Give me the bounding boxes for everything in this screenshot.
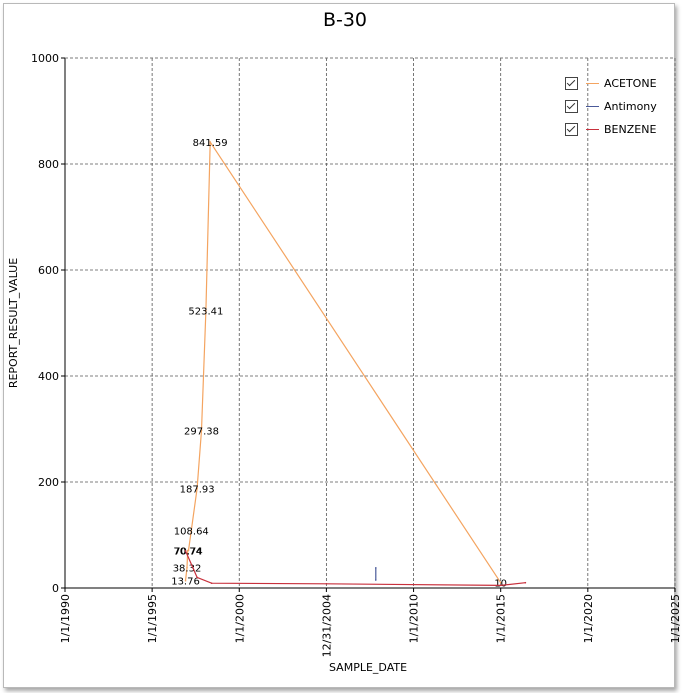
chart-title: B-30: [322, 9, 368, 31]
series-line-benzene: [184, 550, 526, 587]
data-point-acetone: [187, 549, 190, 552]
x-tick-label: 1/1/2020: [582, 594, 595, 643]
x-axis-label: SAMPLE_DATE: [329, 661, 408, 674]
data-point-benzene: [196, 576, 198, 579]
x-tick-label: 1/1/2000: [233, 594, 246, 643]
x-tick-label: 1/1/1990: [59, 594, 72, 643]
y-tick-label: 0: [52, 582, 59, 595]
data-label-acetone: 841.59: [193, 138, 228, 149]
checkbox-checked-icon[interactable]: [565, 123, 578, 136]
chart-frame: [3, 3, 675, 688]
data-label-acetone: 38.32: [173, 564, 202, 575]
data-point-acetone: [205, 309, 207, 312]
legend-label: BENZENE: [604, 123, 657, 136]
data-label-acetone: 187.93: [180, 484, 215, 495]
legend-label: Antimony: [604, 100, 657, 113]
legend-item-antimony[interactable]: Antimony: [565, 95, 657, 118]
data-point-antimony: [375, 567, 377, 569]
data-label-acetone: 523.41: [188, 307, 223, 318]
y-tick-label: 600: [38, 264, 59, 277]
data-label-acetone: 70.74: [173, 547, 202, 558]
legend-item-benzene[interactable]: BENZENE: [565, 118, 657, 141]
data-label-acetone: 13.76: [171, 577, 200, 588]
legend-swatch-antimony: [586, 106, 599, 107]
data-point-benzene: [524, 581, 527, 584]
x-tick-label: 1/1/2025: [669, 594, 682, 643]
data-point-benzene: [499, 584, 502, 587]
data-point-acetone: [499, 581, 502, 584]
legend-swatch-benzene: [586, 129, 599, 130]
x-tick-label: 12/31/2004: [320, 594, 333, 657]
data-label-acetone: 10: [494, 579, 507, 590]
data-point-acetone: [209, 141, 211, 143]
x-tick-label: 1/1/2015: [495, 594, 508, 643]
data-label-acetone: 108.64: [174, 526, 209, 537]
data-point-antimony: [374, 579, 377, 581]
data-point-benzene: [210, 582, 213, 585]
y-tick-label: 200: [38, 476, 59, 489]
data-point-acetone: [184, 579, 187, 582]
legend-label: ACETONE: [604, 77, 657, 90]
legend: ACETONE Antimony BENZENE: [565, 72, 657, 141]
checkbox-checked-icon[interactable]: [565, 100, 578, 113]
data-point-acetone: [186, 566, 188, 569]
y-tick-label: 1000: [31, 52, 59, 65]
data-point-acetone: [196, 487, 198, 490]
data-point-acetone: [190, 529, 193, 532]
data-point-acetone: [200, 429, 203, 432]
data-point-benzene: [184, 550, 187, 552]
series-line-acetone: [184, 140, 502, 584]
y-tick-label: 800: [38, 158, 59, 171]
data-point-benzene: [325, 582, 328, 585]
legend-swatch-acetone: [586, 83, 599, 84]
legend-item-acetone[interactable]: ACETONE: [565, 72, 657, 95]
checkbox-checked-icon[interactable]: [565, 77, 578, 90]
x-tick-label: 1/1/1995: [146, 594, 159, 643]
x-tick-label: 1/1/2010: [408, 594, 421, 643]
y-tick-label: 400: [38, 370, 59, 383]
data-label-acetone: 70.74: [174, 547, 203, 558]
y-axis-label: REPORT_RESULT_VALUE: [7, 257, 20, 389]
data-label-acetone: 297.38: [184, 426, 219, 437]
